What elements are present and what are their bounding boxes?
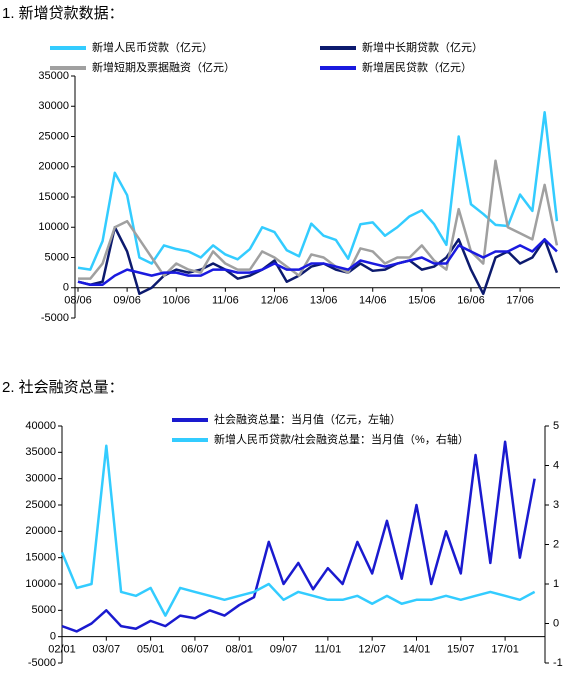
- y-tick-label: 5000: [32, 604, 56, 616]
- y2-tick-label: 0: [553, 617, 559, 629]
- x-tick-label: 08/06: [64, 295, 92, 307]
- legend-label: 新增中长期贷款（亿元）: [362, 40, 483, 54]
- x-tick-label: 14/06: [359, 295, 387, 307]
- y-tick-label: 30000: [38, 100, 69, 112]
- y2-tick-label: 5: [553, 420, 559, 432]
- y-tick-label: 0: [50, 631, 56, 643]
- x-tick-label: 13/06: [310, 295, 338, 307]
- y-tick-label: 15000: [38, 191, 69, 203]
- x-tick-label: 12/07: [358, 644, 386, 656]
- x-tick-label: 16/06: [457, 295, 485, 307]
- y-tick-label: 35000: [38, 70, 69, 82]
- y-tick-label: 35000: [25, 446, 56, 458]
- y2-tick-label: -1: [553, 657, 563, 669]
- x-tick-label: 09/06: [113, 295, 141, 307]
- legend-label: 新增人民币贷款（亿元）: [92, 40, 213, 54]
- series-line: [61, 440, 536, 633]
- y2-tick-label: 2: [553, 538, 559, 550]
- x-tick-label: 02/01: [48, 644, 76, 656]
- series-line: [60, 444, 536, 617]
- x-tick-label: 10/06: [162, 295, 190, 307]
- y-tick-label: 15000: [25, 552, 56, 564]
- x-tick-label: 03/07: [93, 644, 121, 656]
- y-tick-label: 0: [63, 282, 69, 294]
- x-tick-label: 14/01: [403, 644, 431, 656]
- chart-title: 2. 社会融资总量：: [2, 379, 124, 396]
- x-tick-label: 17/01: [491, 644, 519, 656]
- x-tick-label: 15/07: [447, 644, 475, 656]
- x-tick-label: 08/01: [225, 644, 253, 656]
- legend-label: 新增短期及票据融资（亿元）: [92, 60, 235, 74]
- x-tick-label: 09/07: [270, 644, 298, 656]
- x-tick-label: 06/07: [181, 644, 209, 656]
- x-tick-label: 17/06: [506, 295, 534, 307]
- x-tick-label: 05/01: [137, 644, 165, 656]
- y-tick-label: 30000: [25, 473, 56, 485]
- chart-title: 1. 新增贷款数据：: [2, 5, 124, 22]
- legend-label: 社会融资总量：当月值（亿元，左轴）: [214, 412, 401, 426]
- y-tick-label: 25000: [25, 499, 56, 511]
- x-tick-label: 15/06: [408, 295, 436, 307]
- legend-label: 新增人民币贷款/社会融资总量：当月值（%，右轴）: [214, 432, 469, 446]
- y-tick-label: 20000: [38, 161, 69, 173]
- x-tick-label: 11/06: [212, 295, 239, 307]
- series-line: [77, 111, 559, 271]
- y2-tick-label: 1: [553, 578, 559, 590]
- y-tick-label: 10000: [25, 578, 56, 590]
- x-tick-label: 12/06: [261, 295, 289, 307]
- y-tick-label: 5000: [45, 251, 69, 263]
- y2-tick-label: 3: [553, 499, 559, 511]
- y-tick-label: 40000: [25, 420, 56, 432]
- series-line: [78, 159, 559, 280]
- legend-label: 新增居民贷款（亿元）: [362, 60, 472, 74]
- y2-tick-label: 4: [553, 459, 559, 471]
- y-tick-label: -5000: [28, 657, 56, 669]
- y-tick-label: 10000: [38, 221, 69, 233]
- x-tick-label: 11/01: [315, 644, 342, 656]
- y-tick-label: 25000: [38, 130, 69, 142]
- series-line: [77, 226, 559, 296]
- y-tick-label: -5000: [41, 312, 69, 324]
- series-line: [77, 238, 558, 286]
- y-tick-label: 20000: [25, 525, 56, 537]
